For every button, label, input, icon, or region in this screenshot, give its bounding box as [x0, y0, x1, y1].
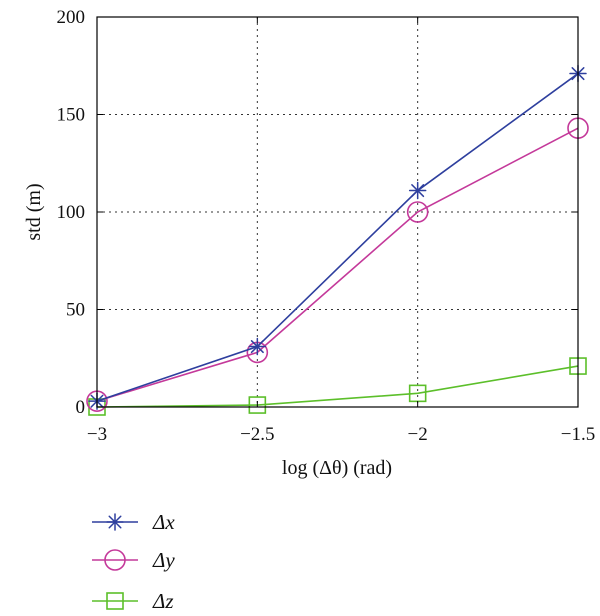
data-point-delta-z: [248, 396, 267, 414]
tick-marks: [96, 16, 579, 408]
x-axis-label: log (Δθ) (rad): [282, 457, 392, 479]
data-point-delta-x: [408, 181, 427, 200]
grid-lines: [97, 17, 578, 407]
legend-label-delta-y: Δy: [152, 548, 175, 572]
y-tick-label: 200: [57, 7, 86, 28]
series-line-delta-x: [96, 72, 579, 402]
y-tick-label: 100: [57, 202, 86, 223]
y-tick-label: 0: [76, 397, 86, 418]
y-tick-label: 50: [66, 300, 85, 321]
legend-item-delta-z: Δz: [92, 589, 174, 613]
x-tick-label: −1.5: [561, 424, 595, 445]
x-tick-label: −2: [408, 424, 428, 445]
legend-item-delta-x: Δx: [92, 510, 175, 534]
x-tick-label: −3: [87, 424, 107, 445]
legend-label-delta-x: Δx: [152, 510, 175, 534]
tick-labels: −3 −2.5 −2 −1.5 0 50 100 150 200: [57, 7, 596, 445]
series-delta-x: [88, 64, 587, 410]
y-tick-label: 150: [57, 105, 86, 126]
data-point-delta-x: [248, 337, 267, 356]
series-line-delta-z: [96, 365, 579, 408]
legend-marker-delta-y: [104, 549, 126, 571]
legend-label-delta-z: Δz: [152, 589, 174, 613]
series-delta-y: [86, 117, 589, 412]
series-line-delta-y: [96, 127, 579, 402]
data-point-delta-y: [406, 201, 429, 223]
legend-marker-delta-x: [106, 513, 124, 531]
legend: Δx Δy Δz: [92, 510, 175, 613]
y-axis-label: std (m): [23, 183, 45, 240]
series-layer: [86, 64, 589, 416]
x-tick-label: −2.5: [240, 424, 274, 445]
legend-item-delta-y: Δy: [92, 548, 175, 572]
legend-marker-delta-z: [106, 592, 124, 610]
